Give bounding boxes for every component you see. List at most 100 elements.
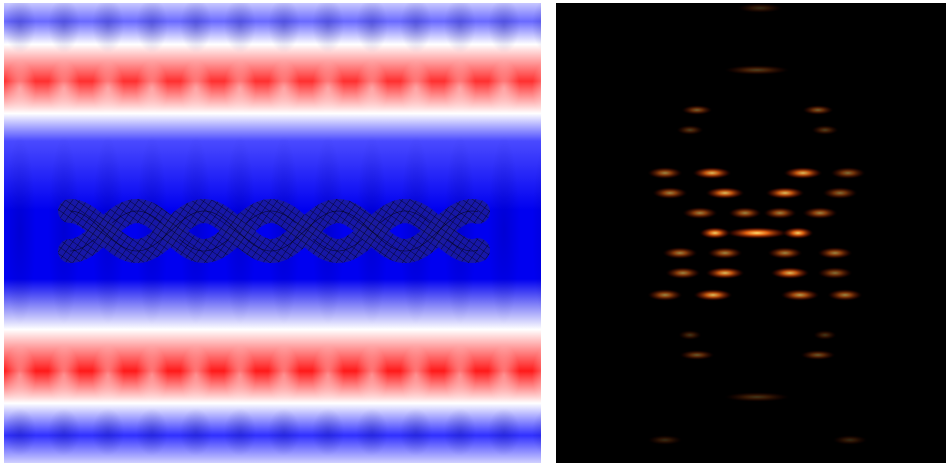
diffraction-spot [802, 105, 834, 115]
field-lobe [136, 408, 168, 456]
diffraction-spot [693, 289, 733, 301]
field-lobe [92, 3, 124, 53]
field-lobe [4, 3, 36, 53]
field-lobe [488, 3, 520, 53]
diffraction-spot [699, 227, 731, 239]
diffraction-spot [676, 125, 704, 135]
diffraction-spot [682, 207, 718, 219]
field-lobe [400, 408, 432, 456]
field-lobe [444, 135, 476, 325]
field-modulation [4, 3, 541, 456]
diffraction-spot [662, 247, 698, 259]
diffraction-spots [647, 3, 868, 445]
diffraction-spot [802, 207, 838, 219]
field-lobe [268, 408, 300, 456]
field-lobe [48, 60, 80, 116]
field-lobe [488, 135, 520, 325]
field-lobe [180, 3, 212, 53]
diffraction-spot [647, 289, 683, 301]
field-lobe [268, 345, 300, 405]
field-lobe [312, 408, 344, 456]
field-lobe [92, 408, 124, 456]
diffraction-spot [813, 330, 837, 340]
field-lobe [444, 60, 476, 116]
field-lobe [268, 3, 300, 53]
diffraction-spot [705, 187, 745, 199]
field-lobe [4, 135, 36, 325]
field-lobe [48, 408, 80, 456]
field-lobe [532, 410, 541, 454]
field-panel [4, 3, 541, 463]
field-lobe [356, 60, 388, 116]
diffraction-spot [652, 187, 688, 199]
field-lobe [180, 135, 212, 325]
field-lobe [400, 135, 432, 325]
field-lobe [136, 345, 168, 405]
helix-outline [69, 210, 479, 252]
diffraction-spot [783, 167, 823, 179]
field-lobe [224, 408, 256, 456]
field-lobe [356, 408, 388, 456]
diffraction-spot [665, 267, 701, 279]
field-lobe [532, 144, 541, 316]
diffraction-spot [705, 267, 745, 279]
diffraction-spot [763, 207, 797, 219]
field-lobe [356, 3, 388, 53]
field-lobe [488, 408, 520, 456]
field-lobe [4, 408, 36, 456]
field-lobe [268, 60, 300, 116]
diffraction-spot [782, 227, 814, 239]
diffraction-spot [770, 267, 810, 279]
diffraction-spot [811, 125, 839, 135]
field-lobe [224, 60, 256, 116]
diffraction-spot [817, 247, 853, 259]
field-lobe [136, 60, 168, 116]
field-lobe [224, 3, 256, 53]
diffraction-spot [707, 247, 743, 259]
field-lobe [92, 345, 124, 405]
field-lobe [180, 408, 212, 456]
diffraction-spot [830, 167, 866, 179]
field-lobe [400, 60, 432, 116]
field-lobe [224, 345, 256, 405]
field-lobe [312, 345, 344, 405]
field-lobe [488, 345, 520, 405]
field-lobe [48, 3, 80, 53]
diffraction-spot [817, 267, 853, 279]
field-lobe [444, 408, 476, 456]
field-lobe [444, 345, 476, 405]
field-lobe [488, 60, 520, 116]
field-lobe [400, 3, 432, 53]
diffraction-spot [765, 187, 805, 199]
field-lobe [92, 60, 124, 116]
diffraction-spot [832, 435, 868, 445]
field-lobe [400, 345, 432, 405]
diffraction-spot [681, 105, 713, 115]
field-lobe [48, 345, 80, 405]
field-lobe [532, 348, 541, 402]
field-lobe [312, 60, 344, 116]
diffraction-spot [679, 350, 715, 360]
diffraction-spot [728, 207, 762, 219]
diffraction-spot [800, 350, 836, 360]
helix-outline [69, 210, 479, 252]
field-lobe [180, 345, 212, 405]
diffraction-spot [736, 3, 784, 13]
helix [58, 198, 490, 264]
diffraction-spot [723, 392, 791, 402]
diffraction-spot [767, 247, 803, 259]
field-lobe [4, 345, 36, 405]
field-lobe [356, 345, 388, 405]
field-lobe [444, 3, 476, 53]
field-lobe [312, 3, 344, 53]
diffraction-spot [692, 167, 732, 179]
diffraction-spot [678, 330, 702, 340]
diffraction-spot [827, 289, 863, 301]
field-lobe [136, 3, 168, 53]
diffraction-spot [725, 227, 789, 239]
diffraction-spot [723, 65, 791, 75]
field-lobe [48, 135, 80, 325]
field-lobe [180, 60, 212, 116]
